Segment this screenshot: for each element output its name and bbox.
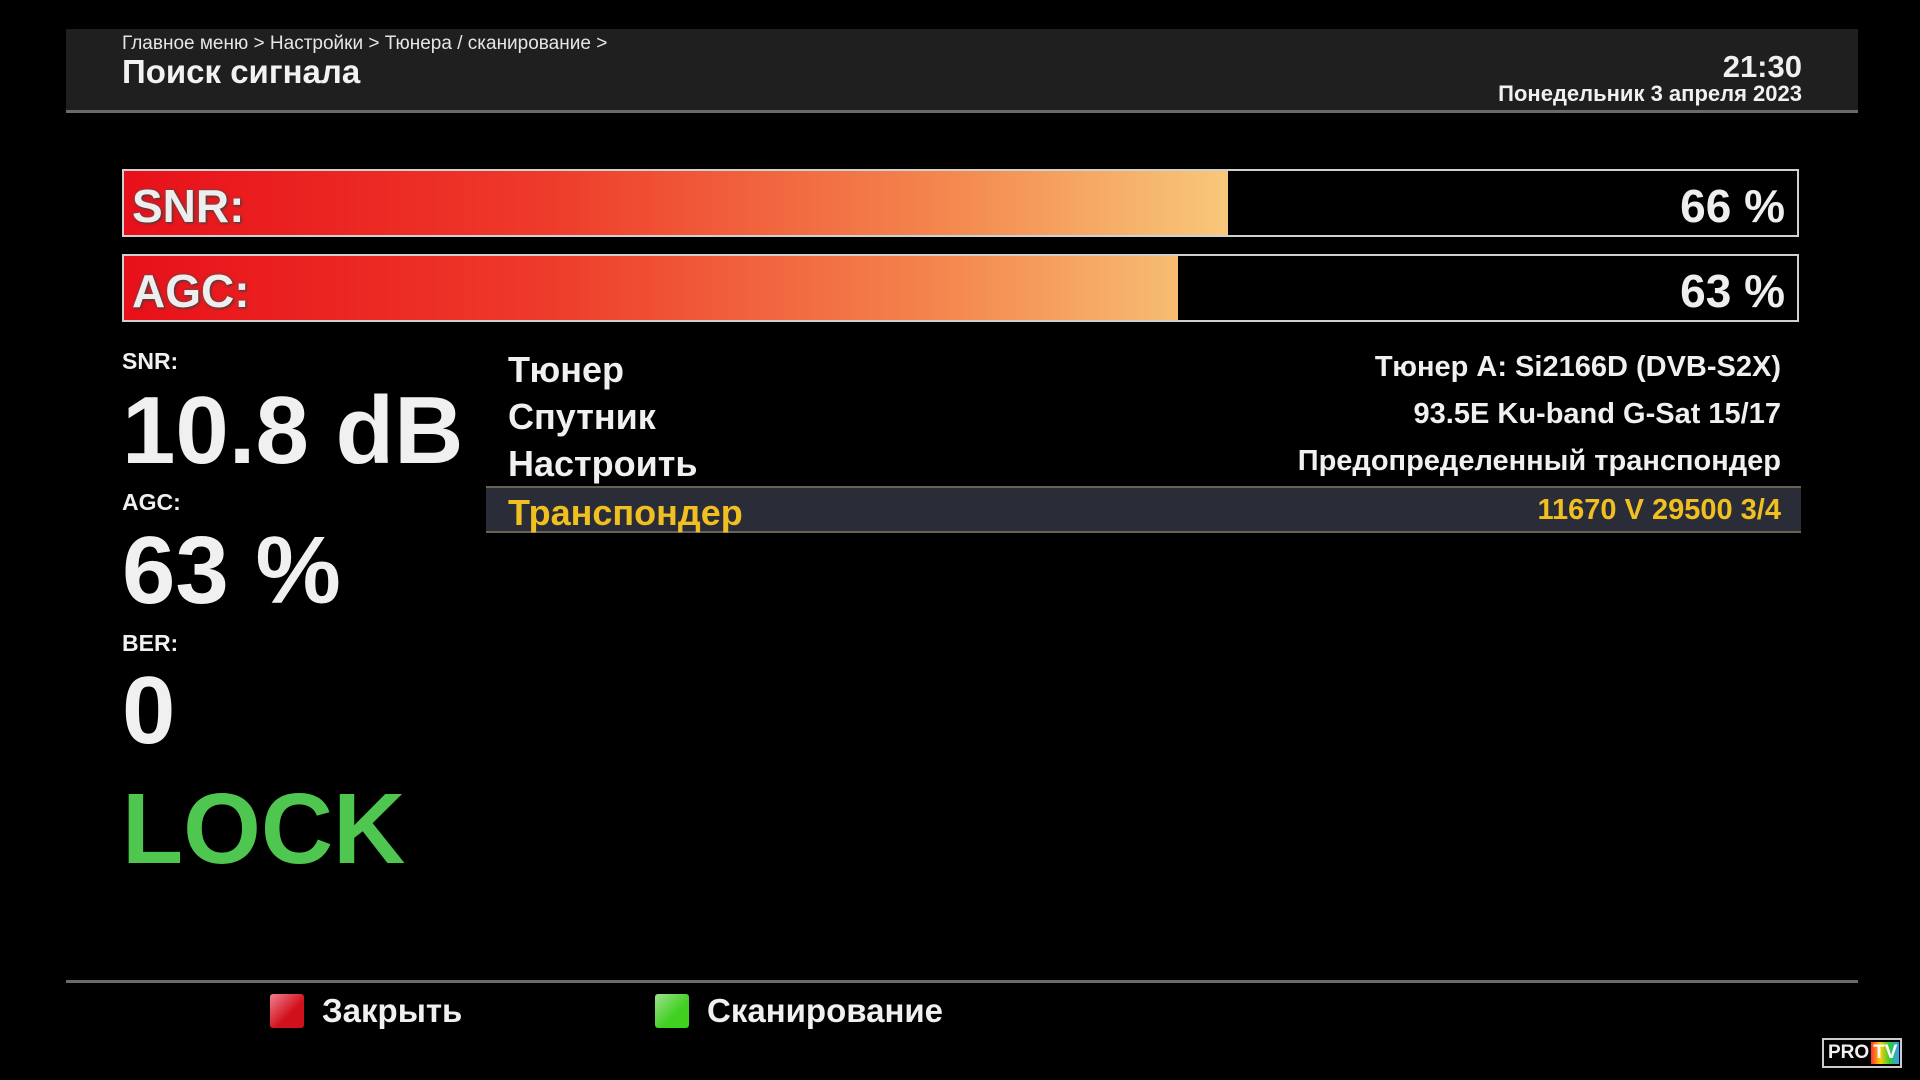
protv-logo: PRO TV: [1822, 1038, 1902, 1068]
row-value: 93.5E Ku-band G-Sat 15/17: [1413, 398, 1781, 430]
settings-list: Тюнер Тюнер A: Si2166D (DVB-S2X) Спутник…: [486, 345, 1801, 533]
snr-bar-fill: [124, 171, 1229, 235]
row-label: Транспондер: [508, 492, 743, 533]
row-value: 11670 V 29500 3/4: [1537, 494, 1781, 526]
agc-bar-label: AGC:: [132, 265, 250, 317]
lock-status: LOCK: [122, 773, 406, 885]
snr-bar-percent: 66 %: [1680, 180, 1785, 232]
snr-value: 10.8 dB: [122, 377, 464, 484]
agc-bar-percent: 63 %: [1680, 265, 1785, 317]
agc-value: 63 %: [122, 517, 341, 624]
row-label: Настроить: [508, 443, 698, 484]
clock-date: Понедельник 3 апреля 2023: [1498, 81, 1802, 106]
scan-button[interactable]: Сканирование: [655, 992, 943, 1030]
scan-label: Сканирование: [707, 992, 944, 1029]
close-button[interactable]: Закрыть: [270, 992, 462, 1030]
red-key-icon: [270, 994, 304, 1028]
close-label: Закрыть: [322, 992, 463, 1029]
snr-bar: SNR: 66 %: [122, 169, 1799, 237]
agc-bar: AGC: 63 %: [122, 254, 1799, 322]
row-label: Тюнер: [508, 349, 625, 390]
row-transponder[interactable]: Транспондер 11670 V 29500 3/4: [486, 486, 1801, 533]
header-panel: Главное меню > Настройки > Тюнера / скан…: [66, 29, 1858, 113]
clock-time: 21:30: [1722, 49, 1802, 84]
row-value: Тюнер A: Si2166D (DVB-S2X): [1374, 351, 1781, 383]
row-setup[interactable]: Настроить Предопределенный транспондер: [486, 439, 1801, 486]
agc-bar-fill: [124, 256, 1178, 320]
breadcrumb: Главное меню > Настройки > Тюнера / скан…: [122, 33, 608, 54]
snr-label: SNR:: [122, 348, 179, 374]
row-label: Спутник: [508, 396, 656, 437]
footer-divider: [66, 980, 1858, 983]
green-key-icon: [655, 994, 689, 1028]
row-satellite[interactable]: Спутник 93.5E Ku-band G-Sat 15/17: [486, 392, 1801, 439]
ber-label: BER:: [122, 630, 179, 656]
snr-bar-label: SNR:: [132, 180, 245, 232]
row-tuner[interactable]: Тюнер Тюнер A: Si2166D (DVB-S2X): [486, 345, 1801, 392]
ber-value: 0: [122, 657, 176, 764]
row-value: Предопределенный транспондер: [1297, 445, 1781, 477]
page-title: Поиск сигнала: [122, 53, 361, 90]
agc-label: AGC:: [122, 489, 181, 515]
